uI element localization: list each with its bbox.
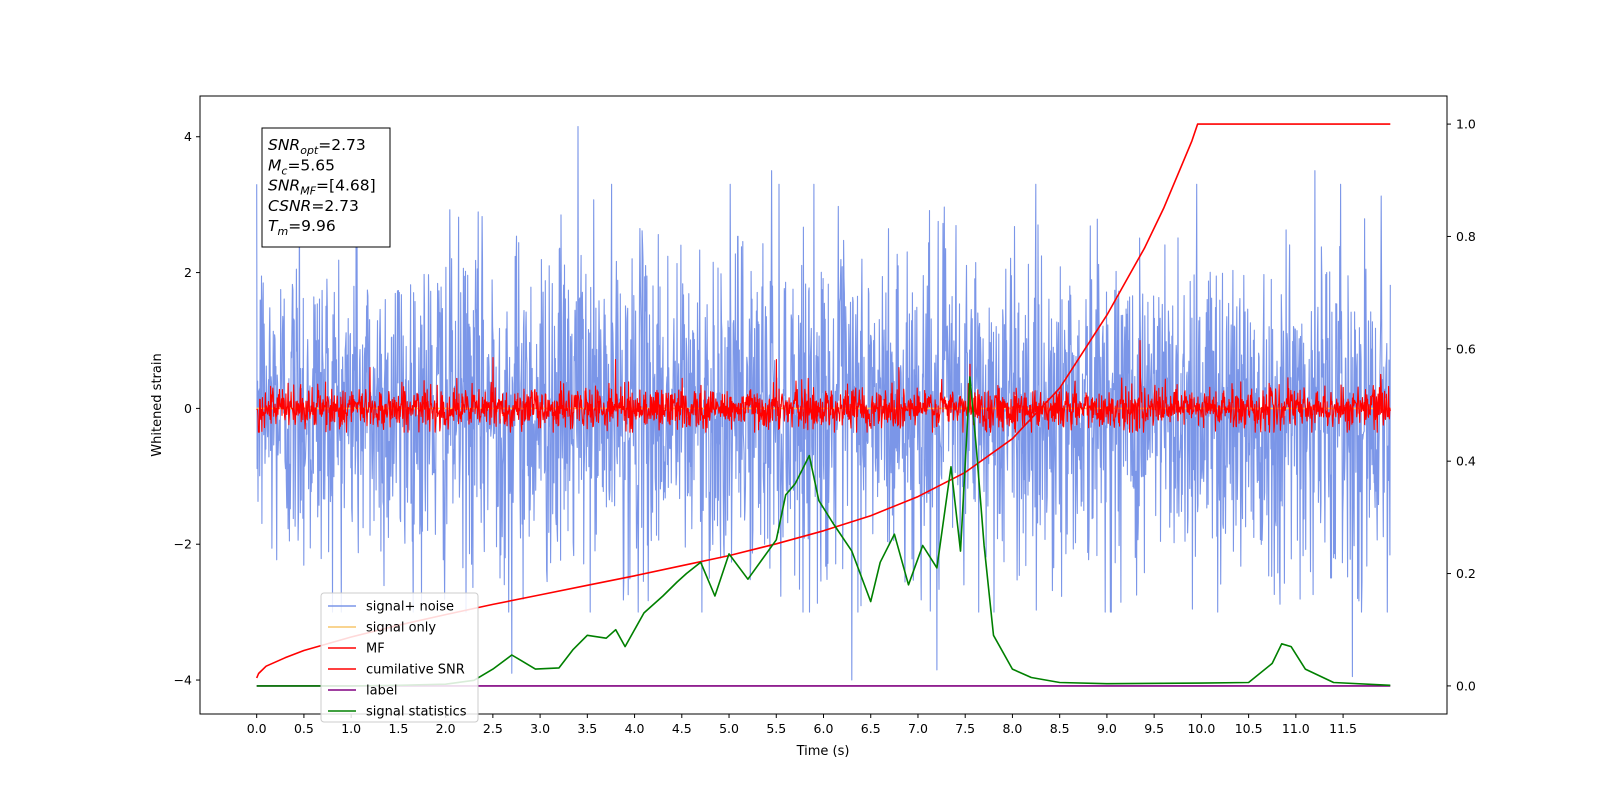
x-tick-label: 7.5	[955, 721, 975, 736]
x-tick-label: 5.5	[766, 721, 786, 736]
legend-frame	[320, 592, 479, 723]
x-tick-label: 11.0	[1282, 721, 1310, 736]
y-tick-label-left: −2	[174, 537, 192, 552]
series-mf	[256, 339, 1391, 433]
x-tick-label: 10.5	[1235, 721, 1263, 736]
annotation-line: SNRopt=2.73	[268, 136, 366, 157]
x-tick-label: 4.5	[672, 721, 692, 736]
x-tick-label: 2.0	[436, 721, 456, 736]
y-tick-label-left: 4	[184, 129, 192, 144]
x-tick-label: 8.5	[1050, 721, 1070, 736]
y-tick-label-left: 0	[184, 401, 192, 416]
y-tick-label-right: 1.0	[1456, 117, 1476, 132]
y-tick-label-left: 2	[184, 265, 192, 280]
y-axis-right: 0.0 0.2 0.4 0.6 0.8 1.0	[1447, 117, 1476, 693]
x-tick-label: 10.0	[1187, 721, 1215, 736]
x-tick-label: 9.0	[1097, 721, 1117, 736]
series-signal-statistics	[256, 376, 1391, 687]
x-tick-label: 3.0	[530, 721, 550, 736]
series-signal-noise	[256, 126, 1391, 681]
x-tick-label: 1.0	[341, 721, 361, 736]
x-axis-label: Time (s)	[796, 744, 850, 759]
x-tick-label: 4.0	[625, 721, 645, 736]
y-tick-label-right: 0.8	[1456, 229, 1476, 244]
legend-label: signal statistics	[366, 705, 467, 720]
x-tick-label: 3.5	[577, 721, 597, 736]
legend-label: signal only	[366, 621, 436, 636]
legend-label: MF	[366, 642, 385, 657]
y-tick-label-right: 0.2	[1456, 566, 1476, 581]
x-tick-label: 0.0	[247, 721, 267, 736]
x-tick-label: 9.5	[1144, 721, 1164, 736]
y-tick-label-left: −4	[174, 673, 192, 688]
annotation-line: SNRMF=[4.68]	[268, 177, 376, 198]
annotation-line: Tm=9.96	[268, 217, 336, 238]
legend-label: cumilative SNR	[366, 663, 465, 678]
x-tick-label: 6.5	[861, 721, 881, 736]
x-tick-label: 6.0	[814, 721, 834, 736]
y-axis-left: −4 −2 0 2 4	[174, 129, 200, 688]
annotation-frame	[261, 127, 391, 248]
x-tick-label: 11.5	[1329, 721, 1357, 736]
y-tick-label-right: 0.0	[1456, 678, 1476, 693]
legend-label: signal+ noise	[366, 600, 454, 615]
x-tick-label: 1.5	[388, 721, 408, 736]
x-tick-label: 5.0	[719, 721, 739, 736]
x-tick-label: 2.5	[483, 721, 503, 736]
annotation-line: Mc=5.65	[268, 156, 335, 177]
legend: signal+ noise signal only MF cumilative SNR…	[320, 592, 479, 723]
x-axis: 0.0 0.5 1.0 1.5 2.0 2.5 3.0 3.5 4.0 4.5 5.0 5.5 6.0 6…	[247, 714, 1357, 736]
legend-label: label	[366, 684, 397, 699]
y-axis-label: Whitened strain	[150, 353, 165, 456]
y-tick-label-right: 0.6	[1456, 341, 1476, 356]
x-tick-label: 8.0	[1002, 721, 1022, 736]
y-tick-label-right: 0.4	[1456, 454, 1476, 469]
annotation-line: CSNR=2.73	[268, 197, 359, 215]
x-tick-label: 0.5	[294, 721, 314, 736]
x-tick-label: 7.0	[908, 721, 928, 736]
